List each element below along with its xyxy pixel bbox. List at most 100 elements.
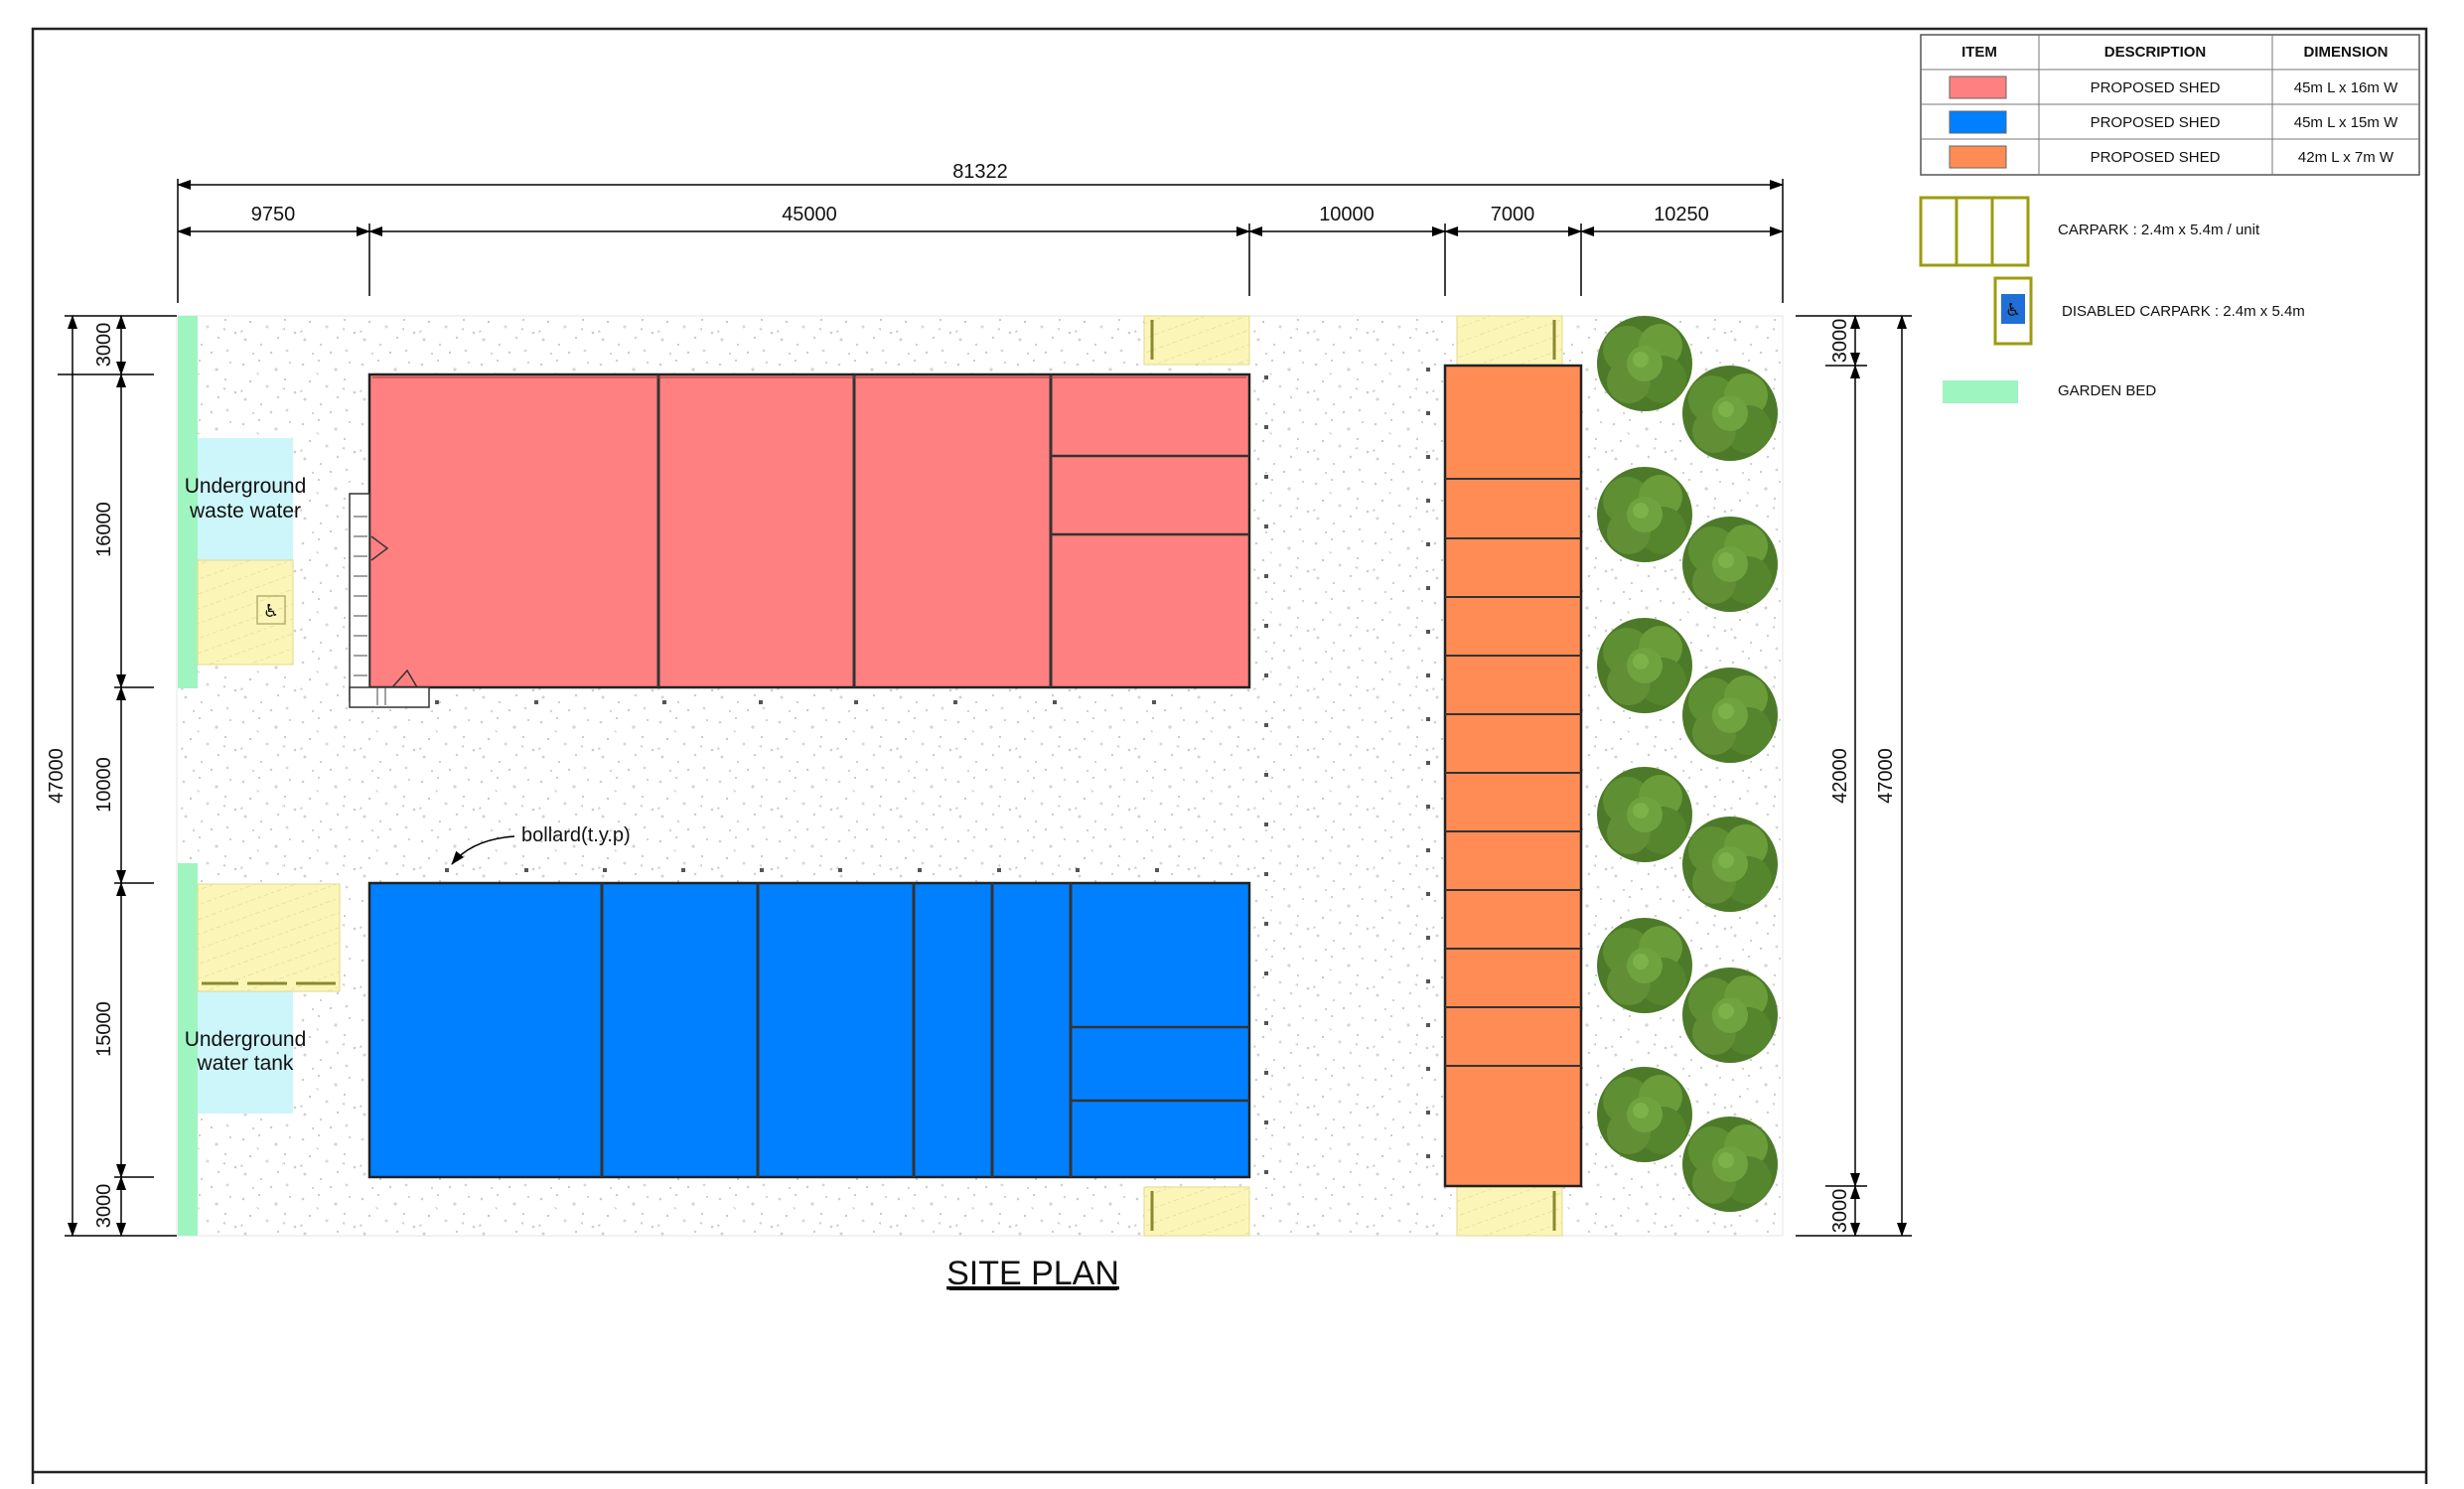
tree-icon bbox=[1682, 517, 1778, 612]
bollard bbox=[1426, 1067, 1430, 1071]
bollard bbox=[1426, 848, 1430, 852]
bollard bbox=[1264, 425, 1268, 429]
bollard bbox=[953, 700, 957, 704]
legend-header-dimension: DIMENSION bbox=[2303, 44, 2388, 61]
bollard bbox=[1264, 673, 1268, 677]
blue-shed bbox=[367, 881, 1251, 1179]
label-bollard: bollard(t.y.p) bbox=[521, 824, 631, 846]
legend-header-item: ITEM bbox=[1961, 44, 1997, 61]
bollard bbox=[1264, 872, 1268, 876]
bollard bbox=[524, 868, 528, 872]
bollard bbox=[1076, 868, 1080, 872]
dim-right-top: 3000 bbox=[1829, 319, 1851, 364]
bollard bbox=[1426, 1023, 1430, 1027]
bollard bbox=[1264, 574, 1268, 578]
dim-segment-1: 9750 bbox=[251, 204, 296, 225]
bollard bbox=[1264, 375, 1268, 379]
legend-row-1-dimension: 45m L x 16m W bbox=[2294, 79, 2398, 96]
tree-icon bbox=[1597, 1067, 1692, 1162]
bollard bbox=[1264, 822, 1268, 826]
legend-disabled-carpark-symbol: ♿ bbox=[1993, 276, 2033, 346]
tree-icon bbox=[1682, 968, 1778, 1063]
bollard bbox=[1426, 673, 1430, 677]
legend-header-description: DESCRIPTION bbox=[2104, 44, 2207, 61]
tree-icon bbox=[1597, 618, 1692, 713]
bollard bbox=[854, 700, 858, 704]
bollard bbox=[1426, 630, 1430, 634]
svg-text:♿: ♿ bbox=[2005, 300, 2021, 320]
bollard bbox=[445, 868, 449, 872]
bollard bbox=[838, 868, 842, 872]
bollard bbox=[1426, 455, 1430, 459]
underground-water-tank bbox=[198, 991, 293, 1114]
dim-segment-4: 7000 bbox=[1491, 204, 1535, 225]
red-shed bbox=[349, 372, 1251, 708]
top-dimensions bbox=[177, 179, 1784, 303]
tree-icon bbox=[1682, 668, 1778, 763]
bollard-leader bbox=[451, 835, 515, 865]
bollard bbox=[603, 868, 607, 872]
bollard bbox=[1264, 1021, 1268, 1025]
right-dimensions bbox=[1796, 315, 1912, 1237]
legend-garden-bed-label: GARDEN BED bbox=[2058, 382, 2156, 399]
bollard bbox=[1426, 368, 1430, 372]
bollard bbox=[1264, 723, 1268, 727]
label-waste-water-2: waste water bbox=[189, 500, 301, 522]
bollard bbox=[759, 700, 763, 704]
legend-table bbox=[1920, 34, 2420, 176]
dim-left-seg-2: 16000 bbox=[93, 502, 115, 557]
tree-icon bbox=[1682, 1117, 1778, 1212]
bollard bbox=[534, 700, 538, 704]
bollards bbox=[435, 368, 1430, 1174]
legend-disabled-carpark-label: DISABLED CARPARK : 2.4m x 5.4m bbox=[2062, 303, 2305, 320]
garden-bed-top bbox=[178, 316, 198, 688]
tree-icon bbox=[1682, 817, 1778, 912]
sheet-border bbox=[31, 27, 2428, 1489]
bollard bbox=[918, 868, 922, 872]
bollard bbox=[1053, 700, 1057, 704]
bollard bbox=[1426, 542, 1430, 546]
carpark-left-top: ♿ bbox=[197, 559, 294, 666]
dim-right-outer: 47000 bbox=[1875, 748, 1897, 804]
dim-left-seg-3: 10000 bbox=[93, 757, 115, 813]
legend-garden-bed-swatch bbox=[1943, 380, 2018, 403]
bollard bbox=[1264, 773, 1268, 777]
bollard bbox=[1426, 499, 1430, 503]
dim-left-seg-4: 15000 bbox=[93, 1001, 115, 1057]
label-waste-water-1: Underground bbox=[185, 475, 307, 498]
legend-swatch-red bbox=[1949, 75, 2007, 99]
dim-right-inner: 42000 bbox=[1829, 748, 1851, 804]
bollard bbox=[435, 700, 439, 704]
legend-swatch-orange bbox=[1949, 145, 2007, 169]
bollard bbox=[1155, 868, 1159, 872]
bollard bbox=[1264, 1170, 1268, 1174]
carpark-left-bottom bbox=[197, 883, 341, 992]
legend-row-1-description: PROPOSED SHED bbox=[2091, 79, 2221, 96]
bollard bbox=[997, 868, 1001, 872]
bollard bbox=[1264, 524, 1268, 528]
legend-row-2-dimension: 45m L x 15m W bbox=[2294, 114, 2398, 131]
dim-overall-width: 81322 bbox=[952, 161, 1008, 183]
tree-icon bbox=[1597, 767, 1692, 862]
legend-row-3-dimension: 42m L x 7m W bbox=[2298, 149, 2394, 166]
bollard bbox=[1264, 971, 1268, 975]
bollard bbox=[1426, 805, 1430, 809]
tree-icon bbox=[1597, 467, 1692, 562]
legend-swatch-blue bbox=[1949, 110, 2007, 134]
bollard bbox=[1264, 1120, 1268, 1124]
dim-right-bottom: 3000 bbox=[1829, 1189, 1851, 1234]
underground-waste-water bbox=[198, 438, 293, 560]
tree-icon bbox=[1597, 316, 1692, 411]
wheelchair-icon bbox=[2001, 294, 2025, 324]
bollard bbox=[1426, 411, 1430, 415]
bollard bbox=[1426, 979, 1430, 983]
bollard bbox=[681, 868, 685, 872]
legend-carpark-symbol bbox=[1919, 196, 2030, 267]
bollard bbox=[1426, 761, 1430, 765]
dim-left-seg-5: 3000 bbox=[93, 1184, 115, 1229]
carpark-road-bottom bbox=[1143, 1186, 1250, 1237]
bollard bbox=[1426, 1111, 1430, 1115]
legend-carpark-label: CARPARK : 2.4m x 5.4m / unit bbox=[2058, 222, 2260, 238]
